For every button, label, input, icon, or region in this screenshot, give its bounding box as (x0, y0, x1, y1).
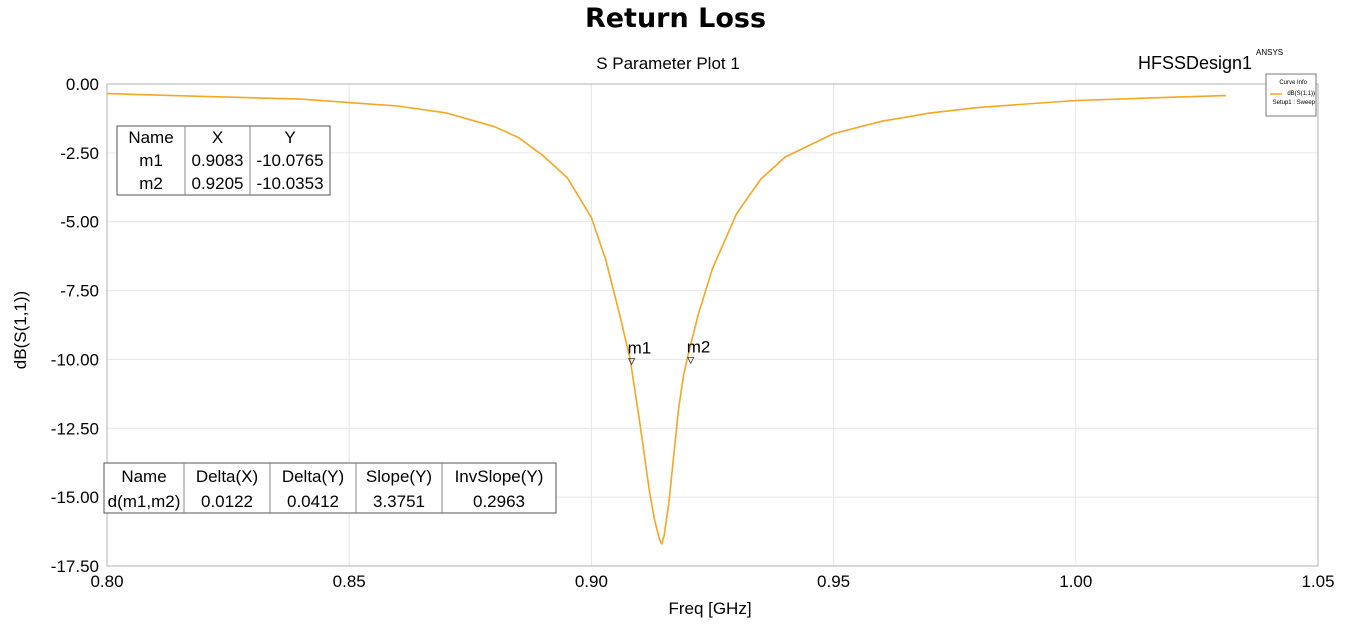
legend-entry-series: dB(S(1,1)) (1287, 91, 1315, 97)
page-title: Return Loss (584, 3, 767, 34)
marker-m1-glyph (627, 358, 636, 366)
marker-table: Name m1 m2 X 0.9083 0.9205 Y -10.0765 -10.0353 (116, 125, 331, 196)
marker-table-cell: -10.0353 (256, 174, 323, 193)
delta-table-header-cell: Slope(Y) (366, 467, 432, 486)
y-tick-label: -15.00 (51, 488, 99, 507)
series-line-s11 (106, 92, 1227, 545)
delta-table-header-cell: InvSlope(Y) (455, 467, 544, 486)
x-tick-label: 0.85 (333, 572, 366, 591)
x-tick-label: 0.90 (575, 572, 608, 591)
x-tick-label: 1.05 (1301, 572, 1334, 591)
delta-table-cell: 0.2963 (473, 492, 525, 511)
marker-m2-label: m2 (687, 337, 711, 356)
x-tick-label: 1.00 (1059, 572, 1092, 591)
marker-table-border (116, 125, 331, 196)
y-tick-label: -2.50 (60, 144, 99, 163)
chart-title: S Parameter Plot 1 (596, 54, 740, 73)
delta-table-header-cell: Delta(Y) (282, 467, 344, 486)
delta-table-cell: 3.3751 (373, 492, 425, 511)
legend-entry-setup: Setup1 : Sweep (1273, 100, 1316, 106)
y-tick-label: -5.00 (60, 213, 99, 232)
marker-table-header-cell: Name (128, 128, 173, 147)
series-layer (106, 92, 1227, 545)
design-label: HFSSDesign1 (1138, 53, 1252, 73)
marker-table-cell: 0.9083 (192, 151, 244, 170)
delta-table-header-cell: Name (121, 467, 166, 486)
y-tick-label: -7.50 (60, 282, 99, 301)
delta-table-cell: 0.0412 (287, 492, 339, 511)
delta-table-cell: d(m1,m2) (108, 492, 181, 511)
y-tick-label: -12.50 (51, 419, 99, 438)
marker-table-header-cell: X (212, 128, 223, 147)
marker-table-cell: m2 (139, 174, 163, 193)
ansys-logo-text: ANSYS (1256, 48, 1283, 57)
legend-title: Curve Info (1279, 80, 1307, 86)
marker-table-cell: m1 (139, 151, 163, 170)
x-axis-label: Freq [GHz] (668, 599, 751, 618)
delta-table-header-cell: Delta(X) (196, 467, 258, 486)
y-axis-label: dB(S(1,1)) (11, 291, 30, 369)
y-tick-label: -10.00 (51, 350, 99, 369)
legend-box (1265, 73, 1317, 117)
x-axis-ticks: 0.80 0.85 0.90 0.95 1.00 1.05 (90, 572, 1334, 591)
delta-table-cell: 0.0122 (201, 492, 253, 511)
marker-table-cell: 0.9205 (192, 174, 244, 193)
x-tick-label: 0.80 (90, 572, 123, 591)
delta-table-border (103, 462, 557, 514)
marker-table-header-cell: Y (284, 128, 295, 147)
y-tick-label: -17.50 (51, 557, 99, 576)
x-tick-label: 0.95 (817, 572, 850, 591)
delta-table: Name d(m1,m2) Delta(X) 0.0122 Delta(Y) 0.0412… (103, 462, 557, 514)
plot-frame (106, 83, 1319, 567)
curve-info-legend[interactable]: Curve Info dB(S(1,1)) Setup1 : Sweep (1265, 73, 1317, 117)
y-axis-ticks: 0.00 -2.50 -5.00 -7.50 -10.00 -12.50 -15.00 -17… (51, 75, 99, 576)
marker-m1-label: m1 (628, 339, 652, 358)
y-tick-label: 0.00 (66, 75, 99, 94)
marker-m2-glyph (687, 357, 695, 365)
marker-table-cell: -10.0765 (256, 151, 323, 170)
markers-layer: m1 m2 (627, 337, 711, 366)
